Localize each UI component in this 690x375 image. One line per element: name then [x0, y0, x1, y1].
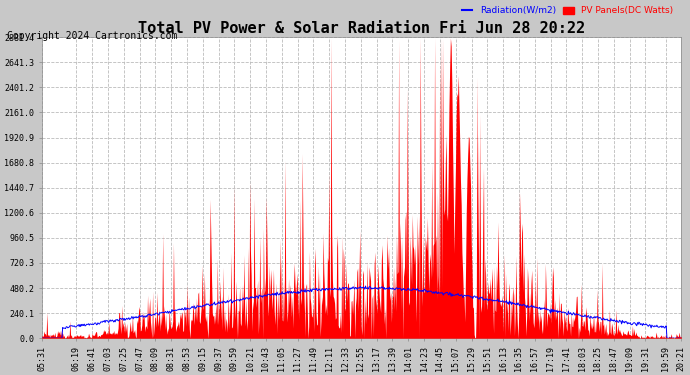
Text: Copyright 2024 Cartronics.com: Copyright 2024 Cartronics.com — [7, 32, 177, 41]
Legend: Radiation(W/m2), PV Panels(DC Watts): Radiation(W/m2), PV Panels(DC Watts) — [458, 3, 677, 19]
Title: Total PV Power & Solar Radiation Fri Jun 28 20:22: Total PV Power & Solar Radiation Fri Jun… — [138, 21, 585, 36]
